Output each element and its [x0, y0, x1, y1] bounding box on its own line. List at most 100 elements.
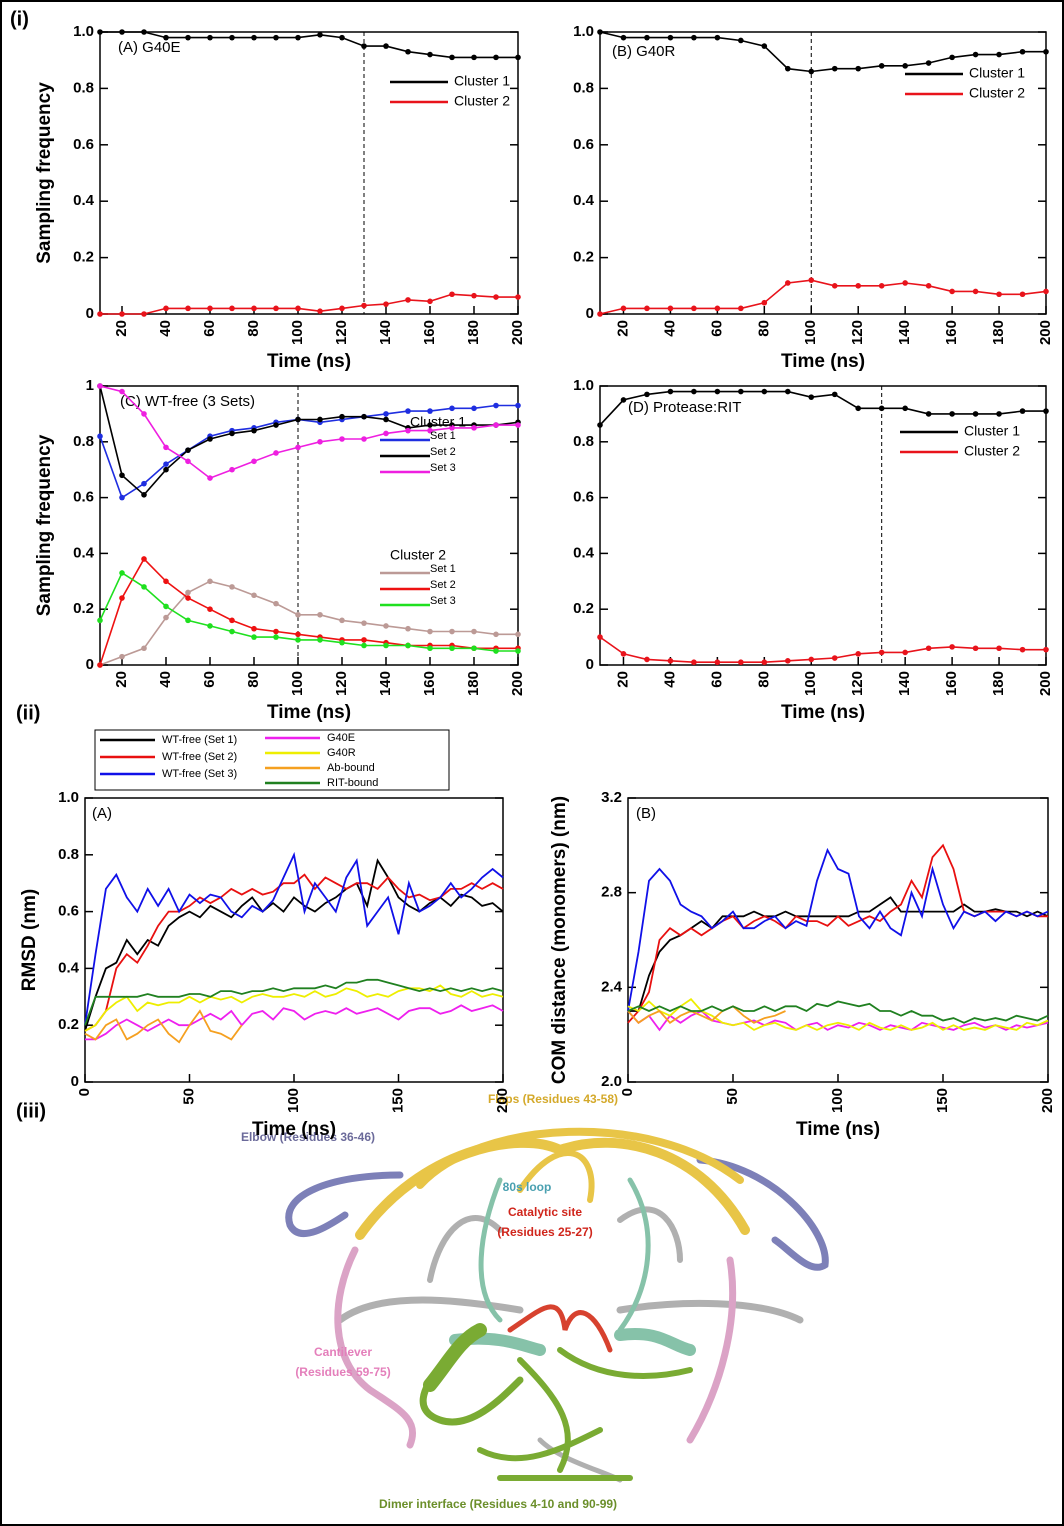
x-tick-label: 100 [289, 320, 306, 345]
y-tick-label: 1.0 [73, 23, 94, 40]
data-point [902, 280, 908, 286]
data-point [383, 301, 389, 307]
data-point [251, 592, 257, 599]
data-point [163, 305, 169, 312]
data-point [361, 302, 367, 309]
data-point [996, 51, 1002, 58]
data-point [339, 617, 345, 624]
data-point [996, 291, 1002, 298]
dimer-ribbon [477, 1427, 603, 1462]
data-point [784, 280, 791, 286]
data-point [784, 658, 791, 664]
data-point [185, 458, 191, 465]
data-point [229, 628, 235, 635]
series-line [599, 636, 1046, 663]
panel-label: (D) Protease:RIT [628, 399, 741, 416]
series-line [100, 31, 518, 59]
x-tick-label: 60 [201, 320, 218, 337]
data-point [361, 413, 367, 420]
y-tick-label: 3.2 [601, 789, 622, 806]
y-axis-title: COM distance (monomers) (nm) [549, 796, 570, 1084]
data-point [878, 405, 885, 412]
series-line [84, 851, 504, 1026]
series-line [627, 998, 1049, 1031]
x-tick-label: 140 [896, 671, 913, 696]
diagram-label: 80s loop [503, 1180, 552, 1194]
legend-title: Cluster 2 [390, 547, 446, 563]
data-point [471, 645, 477, 652]
x-tick-label: 100 [289, 671, 306, 696]
data-point [878, 63, 885, 69]
series-line [100, 293, 518, 315]
data-point [597, 422, 603, 428]
x-tick-label: 60 [708, 671, 725, 688]
data-point [361, 637, 367, 643]
x-tick-label: 40 [661, 671, 678, 688]
data-point [515, 631, 521, 638]
data-point [163, 444, 169, 451]
data-point [1019, 646, 1026, 653]
data-point [361, 43, 367, 49]
data-point [691, 305, 697, 312]
x-tick-label: 40 [661, 320, 678, 337]
diagram-label: (Residues 59-75) [295, 1365, 390, 1379]
data-point [515, 648, 521, 654]
data-point [714, 659, 721, 666]
data-point [141, 556, 147, 562]
panel-label: (B) G40R [612, 43, 676, 60]
data-point [1043, 408, 1049, 414]
data-point [251, 458, 257, 465]
x-tick-label: 20 [113, 671, 130, 688]
data-point [738, 305, 744, 312]
data-point [229, 617, 235, 624]
y-tick-label: 0 [586, 656, 594, 673]
data-point [97, 617, 103, 624]
data-point [427, 422, 433, 428]
data-point [972, 411, 979, 417]
x-tick-label: 160 [421, 320, 438, 345]
data-point [691, 34, 697, 41]
legend-label: Set 3 [430, 462, 456, 474]
y-tick-label: 0 [86, 305, 94, 322]
y-tick-label: 0.8 [73, 79, 94, 96]
data-point [405, 642, 411, 649]
data-point [667, 34, 674, 41]
data-point [207, 436, 213, 442]
y-tick-label: 0.2 [73, 249, 94, 266]
series-line [599, 390, 1046, 426]
y-tick-label: 2.0 [601, 1073, 622, 1090]
data-point [427, 298, 433, 305]
x-tick-label: 50 [180, 1088, 197, 1105]
data-point [761, 388, 768, 395]
x-tick-label: 60 [708, 320, 725, 337]
data-point [738, 37, 744, 44]
data-point [207, 34, 213, 41]
data-point [667, 658, 674, 664]
data-point [808, 394, 815, 400]
flap-ribbon [416, 1127, 744, 1189]
data-point [273, 600, 279, 607]
data-point [471, 425, 477, 431]
data-point [597, 29, 603, 35]
series-line [99, 404, 518, 499]
x-tick-label: 180 [465, 671, 482, 696]
series-line [85, 1004, 504, 1041]
helix [614, 1328, 696, 1356]
data-point [163, 578, 169, 585]
data-point [141, 480, 147, 487]
data-point [185, 589, 191, 596]
x-tick-label: 0 [619, 1088, 636, 1096]
y-tick-label: 0.6 [58, 903, 79, 920]
x-tick-label: 150 [389, 1088, 406, 1113]
diagram-label: (Residues 25-27) [497, 1225, 592, 1239]
data-point [295, 416, 301, 423]
x-tick-label: 100 [285, 1088, 302, 1113]
x-tick-label: 150 [934, 1088, 951, 1113]
data-point [949, 288, 955, 295]
data-point [597, 311, 603, 317]
series-line [84, 978, 504, 1026]
data-point [383, 43, 389, 49]
data-point [667, 305, 674, 312]
series-line [99, 557, 518, 666]
data-point [405, 48, 411, 55]
